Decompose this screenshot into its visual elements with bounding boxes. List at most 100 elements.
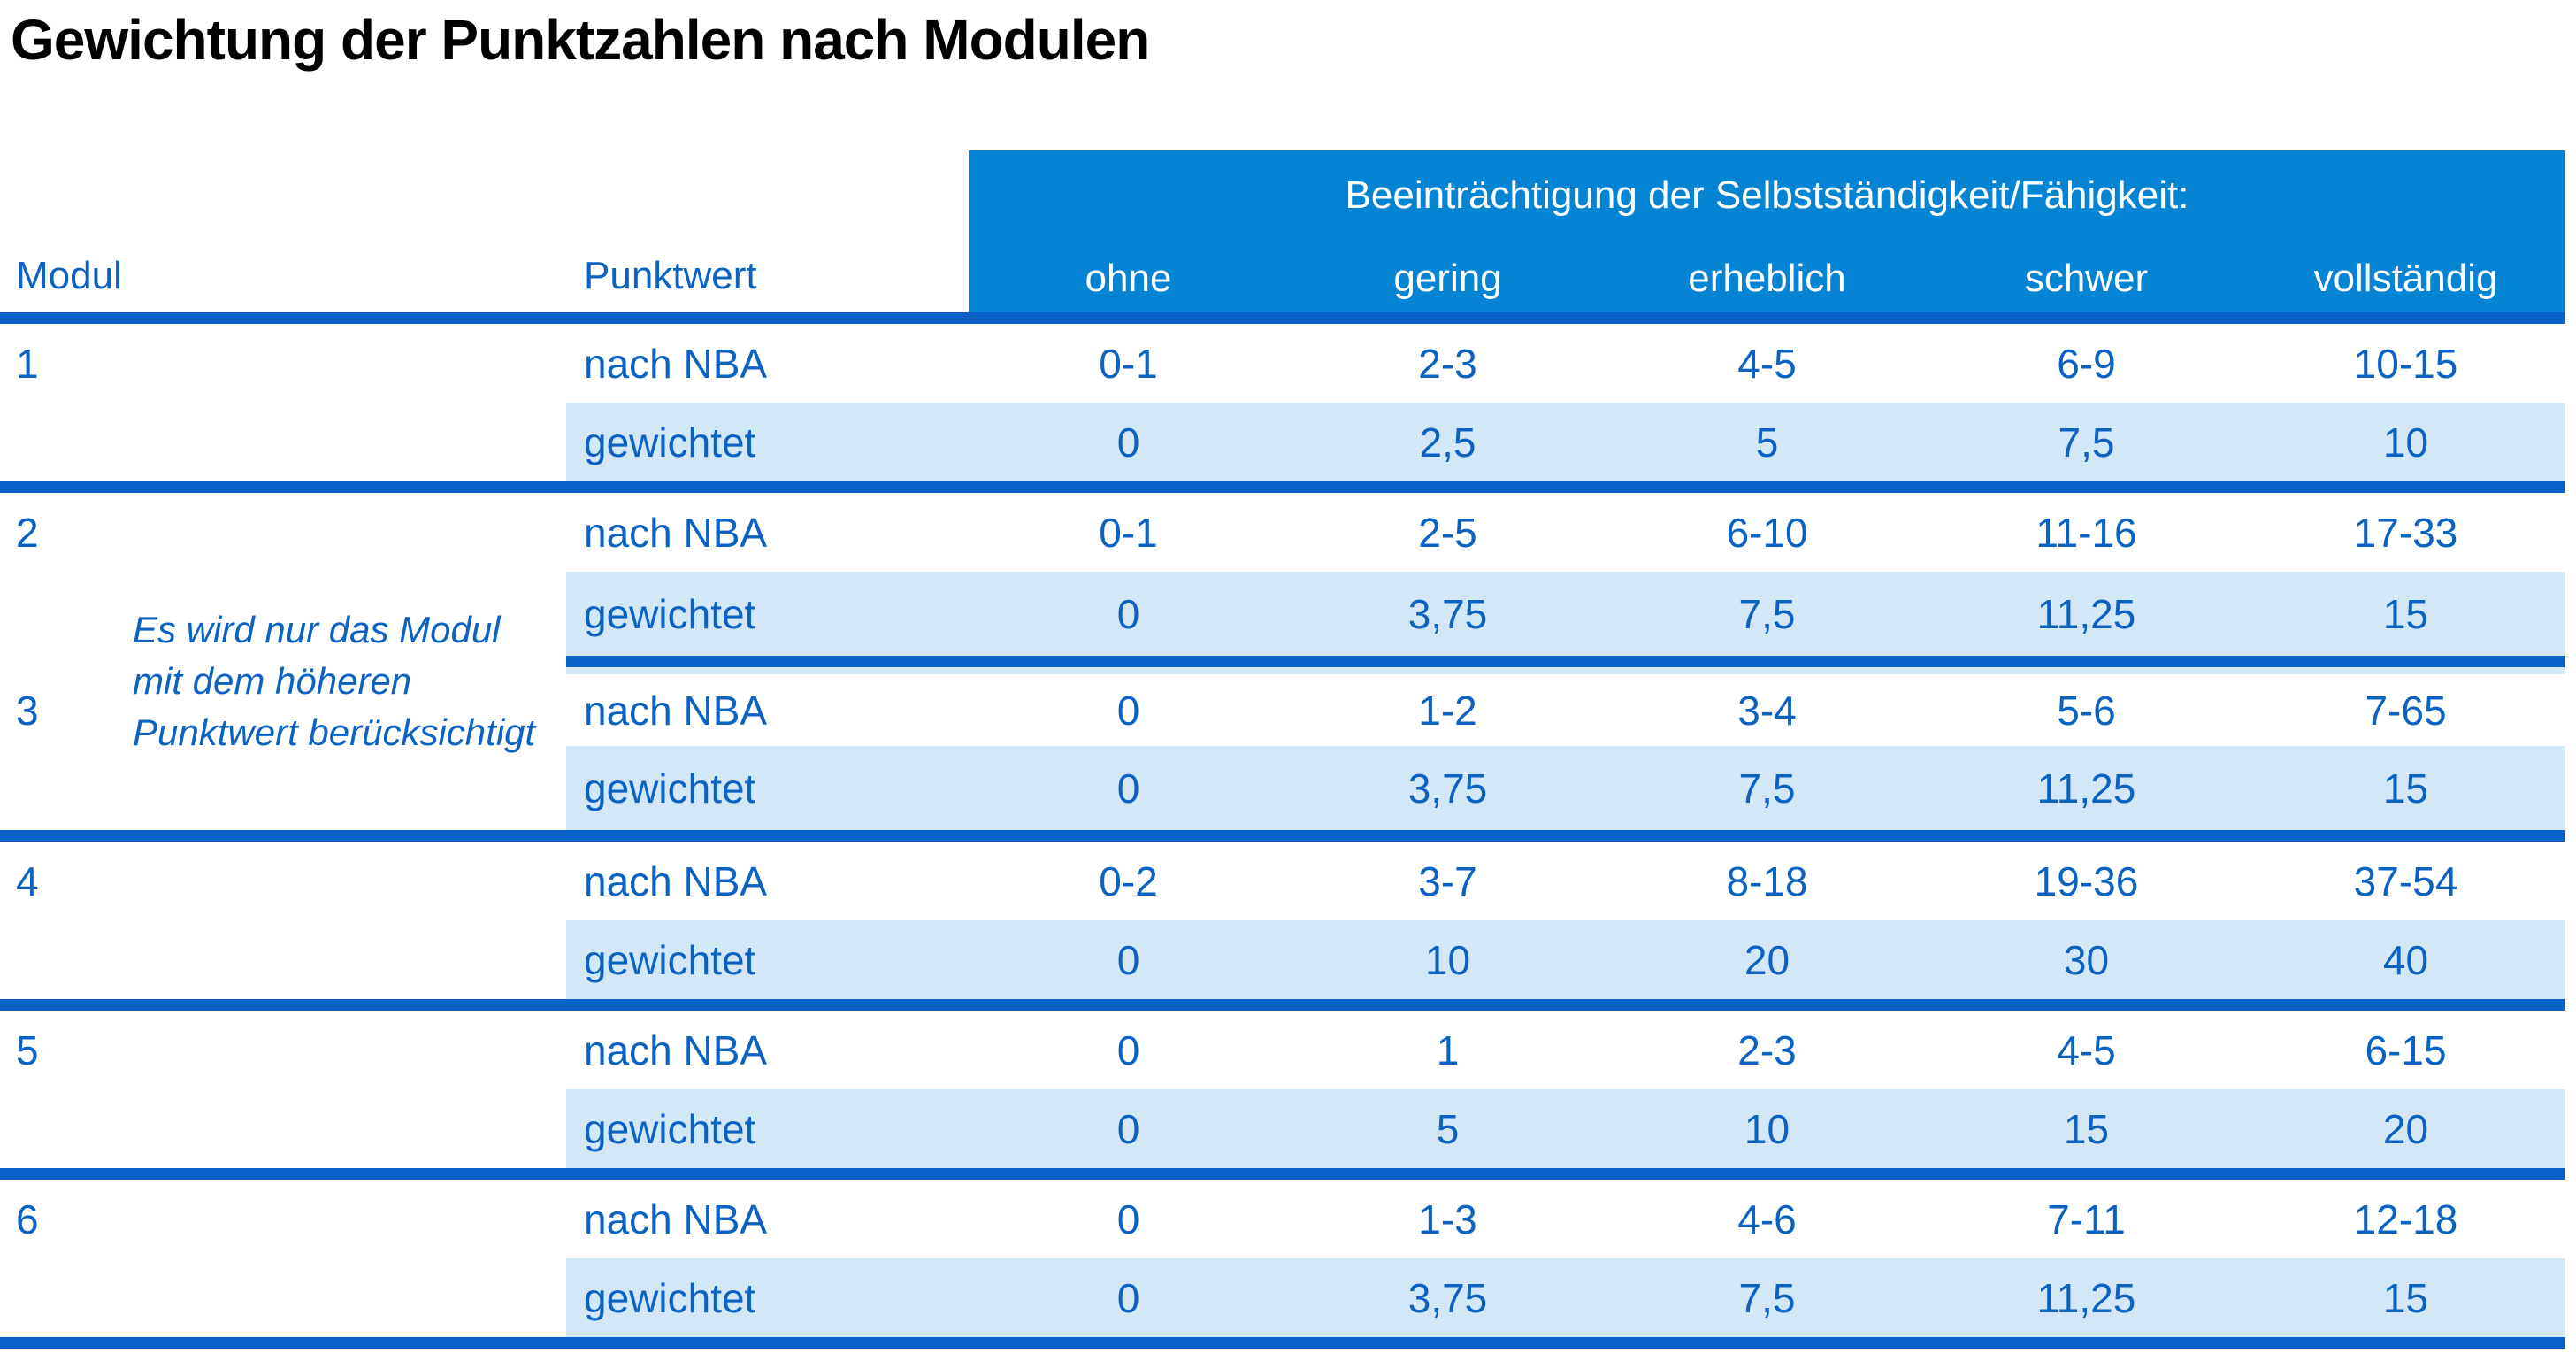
row-type-label: gewichtet (566, 572, 969, 656)
score-cell: 5 (1607, 403, 1927, 481)
module-number: 4 (0, 842, 566, 920)
level-label-erheblich: erheblich (1688, 257, 1846, 300)
separator-line-partial (0, 656, 2565, 667)
table-row-module5-weighted: gewichtet 0 5 10 15 20 (0, 1089, 2565, 1168)
score-cell: 11,25 (1927, 1258, 2246, 1337)
row-type-label: nach NBA (584, 857, 768, 904)
score-cell: 0 (969, 920, 1288, 999)
score-cell: 12-18 (2353, 1196, 2458, 1242)
module2-3-group: 2 nach NBA 0-1 2-5 6-10 11-16 17-33 gewi… (0, 493, 2565, 830)
row-type-label: gewichtet (566, 403, 969, 481)
score-cell: 15 (1927, 1089, 2246, 1168)
score-cell: 15 (2246, 746, 2565, 830)
impairment-header-title: Beeinträchtigung der Selbstständigkeit/F… (1345, 173, 2189, 217)
module-number-empty (0, 1258, 566, 1337)
score-cell: 11,25 (1927, 746, 2246, 830)
score-cell: 2-5 (1418, 509, 1477, 556)
module-number: 1 (0, 324, 566, 403)
score-cell: 20 (1607, 920, 1927, 999)
score-cell: 4-5 (2057, 1027, 2116, 1073)
table-row-module4-weighted: gewichtet 0 10 20 30 40 (0, 920, 2565, 999)
table-row-module4-nba: 4 nach NBA 0-2 3-7 8-18 19-36 37-54 (0, 842, 2565, 920)
module-number-empty (0, 746, 566, 830)
score-cell: 37-54 (2353, 857, 2458, 904)
level-label-gering: gering (1393, 257, 1502, 300)
score-cell: 1 (1436, 1027, 1460, 1073)
table-row-module5-nba: 5 nach NBA 0 1 2-3 4-5 6-15 (0, 1011, 2565, 1089)
score-cell: 0 (969, 572, 1288, 656)
score-cell: 3,75 (1288, 1258, 1607, 1337)
score-cell: 2-3 (1737, 1027, 1797, 1073)
impairment-header-band: Beeinträchtigung der Selbstständigkeit/F… (969, 150, 2565, 312)
weighting-table: Modul Punktwert Beeinträchtigung der Sel… (0, 150, 2565, 1349)
separator-line (0, 312, 2565, 324)
score-cell: 7-65 (2365, 687, 2447, 734)
row-type-label: nach NBA (584, 1196, 768, 1242)
module-number-empty (0, 1089, 566, 1168)
score-cell: 10 (2246, 403, 2565, 481)
row-type-label: gewichtet (566, 746, 969, 830)
row-type-label: gewichtet (566, 1089, 969, 1168)
score-cell: 10-15 (2353, 340, 2458, 387)
score-cell: 20 (2246, 1089, 2565, 1168)
score-cell: 0-2 (1099, 857, 1158, 904)
score-cell: 3,75 (1288, 746, 1607, 830)
score-cell: 3-7 (1418, 857, 1477, 904)
score-cell: 40 (2246, 920, 2565, 999)
score-cell: 6-9 (2057, 340, 2116, 387)
score-cell: 0 (1116, 687, 1140, 734)
separator-line (0, 999, 2565, 1011)
table-row-module1-weighted: gewichtet 0 2,5 5 7,5 10 (0, 403, 2565, 481)
shaded-strip (0, 667, 2565, 674)
row-type-label: nach NBA (584, 509, 768, 556)
separator-line (0, 830, 2565, 842)
table-header: Modul Punktwert Beeinträchtigung der Sel… (0, 150, 2565, 312)
score-cell: 11,25 (1927, 572, 2246, 656)
column-header-modul: Modul (16, 254, 122, 297)
row-type-label: nach NBA (584, 340, 768, 387)
level-label-vollstaendig: vollständig (2313, 257, 2498, 300)
score-cell: 30 (1927, 920, 2246, 999)
score-cell: 7,5 (1607, 746, 1927, 830)
score-cell: 0 (969, 403, 1288, 481)
page-title: Gewichtung der Punktzahlen nach Modulen (11, 8, 1150, 72)
score-cell: 7,5 (1927, 403, 2246, 481)
score-cell: 0-1 (1099, 340, 1158, 387)
module-number-empty (0, 403, 566, 481)
note-line: Es wird nur das Modul (133, 609, 501, 650)
score-cell: 4-5 (1737, 340, 1797, 387)
module-number: 5 (0, 1011, 566, 1089)
table-row-module6-nba: 6 nach NBA 0 1-3 4-6 7-11 12-18 (0, 1180, 2565, 1258)
score-cell: 7,5 (1607, 1258, 1927, 1337)
score-cell: 0 (1116, 1027, 1140, 1073)
module-number-empty (0, 920, 566, 999)
table-row-module2-nba: 2 nach NBA 0-1 2-5 6-10 11-16 17-33 (0, 493, 2565, 572)
note-line: mit dem höheren (133, 660, 412, 702)
score-cell: 4-6 (1737, 1196, 1797, 1242)
level-header-row: ohne gering erheblich schwer vollständig (969, 259, 2565, 298)
row-type-label: gewichtet (566, 920, 969, 999)
separator-line (0, 1168, 2565, 1180)
note-merged-cell: Es wird nur das Modul mit dem höheren Pu… (133, 604, 535, 758)
score-cell: 0-1 (1099, 509, 1158, 556)
score-cell: 6-15 (2365, 1027, 2447, 1073)
score-cell: 1-3 (1418, 1196, 1477, 1242)
score-cell: 0 (1116, 1196, 1140, 1242)
score-cell: 15 (2246, 1258, 2565, 1337)
score-cell: 0 (969, 1258, 1288, 1337)
score-cell: 3,75 (1288, 572, 1607, 656)
score-cell: 17-33 (2353, 509, 2458, 556)
score-cell: 5 (1288, 1089, 1607, 1168)
score-cell: 0 (969, 746, 1288, 830)
level-label-ohne: ohne (1085, 257, 1172, 300)
score-cell: 8-18 (1726, 857, 1808, 904)
score-cell: 2-3 (1418, 340, 1477, 387)
score-cell: 6-10 (1726, 509, 1808, 556)
score-cell: 2,5 (1288, 403, 1607, 481)
score-cell: 5-6 (2057, 687, 2116, 734)
module-number-empty (0, 572, 566, 656)
score-cell: 1-2 (1418, 687, 1477, 734)
table-row-module3-nba: 3 nach NBA 0 1-2 3-4 5-6 7-65 (0, 674, 2565, 746)
row-type-label: gewichtet (566, 1258, 969, 1337)
